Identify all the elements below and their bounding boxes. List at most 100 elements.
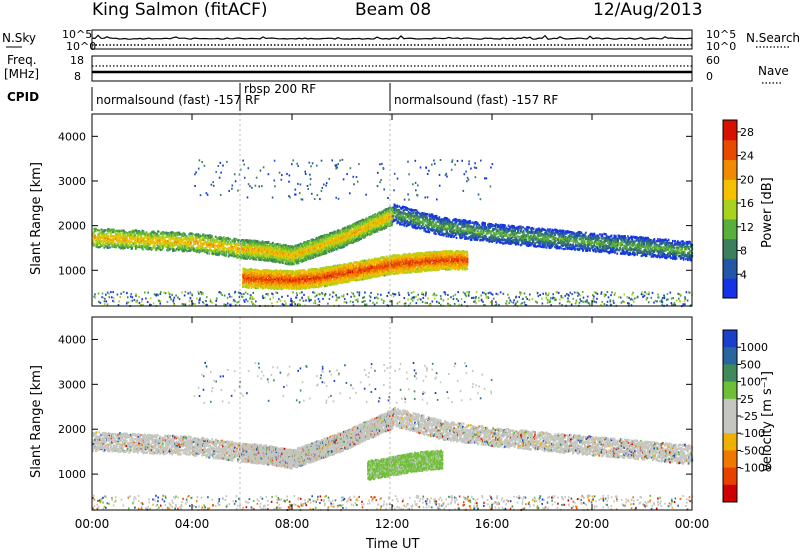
scatter-point bbox=[318, 298, 320, 300]
scatter-point bbox=[408, 292, 410, 294]
scatter-point bbox=[455, 294, 457, 296]
scatter-point bbox=[621, 302, 623, 304]
scatter-point bbox=[637, 296, 639, 298]
scatter-point bbox=[308, 240, 310, 242]
scatter-point bbox=[279, 172, 281, 174]
scatter-point bbox=[272, 197, 274, 199]
scatter-point bbox=[476, 167, 478, 169]
scatter-point bbox=[325, 185, 327, 187]
scatter-point bbox=[471, 297, 473, 299]
scatter-point bbox=[661, 301, 663, 303]
scatter-point bbox=[503, 293, 505, 295]
scatter-point bbox=[417, 299, 419, 301]
scatter-point bbox=[454, 164, 456, 166]
scatter-point bbox=[497, 293, 499, 295]
scatter-point bbox=[364, 304, 366, 306]
scatter-point bbox=[107, 292, 109, 294]
scatter-point bbox=[554, 299, 556, 301]
scatter-point bbox=[335, 164, 337, 166]
scatter-point bbox=[357, 298, 359, 300]
scatter-point bbox=[206, 252, 208, 254]
scatter-point bbox=[262, 295, 264, 297]
freq-tick-bottom: 8 bbox=[74, 70, 81, 83]
scatter-point bbox=[372, 302, 374, 304]
scatter-point bbox=[398, 292, 400, 294]
scatter-point bbox=[310, 178, 312, 180]
scatter-point bbox=[652, 292, 654, 294]
scatter-point bbox=[303, 300, 305, 302]
scatter-point bbox=[363, 301, 365, 303]
scatter-point bbox=[231, 296, 233, 298]
scatter-point bbox=[518, 296, 520, 298]
scatter-point bbox=[177, 297, 179, 299]
scatter-point bbox=[263, 166, 265, 168]
scatter-point bbox=[458, 304, 460, 306]
scatter-point bbox=[397, 178, 399, 180]
scatter-point bbox=[412, 300, 414, 302]
scatter-point bbox=[571, 293, 573, 295]
scatter-point bbox=[127, 296, 129, 298]
scatter-point bbox=[241, 293, 243, 295]
scatter-point bbox=[663, 295, 665, 297]
scatter-point bbox=[641, 293, 643, 295]
scatter-point bbox=[142, 248, 144, 250]
freq-tick-top: 18 bbox=[70, 54, 84, 67]
scatter-point bbox=[200, 194, 202, 196]
scatter-point bbox=[319, 301, 321, 303]
scatter-point bbox=[149, 304, 151, 306]
scatter-point bbox=[425, 292, 427, 294]
scatter-point bbox=[657, 296, 659, 298]
scatter-point bbox=[433, 293, 435, 295]
scatter-point bbox=[169, 293, 171, 295]
scatter-point bbox=[109, 246, 111, 248]
scatter-point bbox=[158, 300, 160, 302]
scatter-point bbox=[490, 167, 492, 169]
scatter-point bbox=[415, 160, 417, 162]
scatter-point bbox=[104, 303, 106, 305]
scatter-point bbox=[112, 291, 114, 293]
scatter-point bbox=[475, 297, 477, 299]
scatter-point bbox=[328, 178, 330, 180]
scatter-point bbox=[356, 176, 358, 178]
scatter-point bbox=[238, 292, 240, 294]
scatter-point bbox=[480, 198, 482, 200]
scatter-point bbox=[317, 194, 319, 196]
scatter-point bbox=[205, 300, 207, 302]
scatter-point bbox=[247, 293, 249, 295]
scatter-point bbox=[399, 301, 401, 303]
scatter-point bbox=[113, 297, 115, 299]
scatter-point bbox=[310, 165, 312, 167]
scatter-point bbox=[525, 296, 527, 298]
scatter-point bbox=[343, 296, 345, 298]
nave-label: Nave bbox=[758, 64, 789, 78]
scatter-point bbox=[218, 165, 220, 167]
scatter-point bbox=[484, 177, 486, 179]
scatter-point bbox=[434, 298, 436, 300]
scatter-point bbox=[399, 294, 401, 296]
scatter-point bbox=[490, 301, 492, 303]
scatter-point bbox=[244, 301, 246, 303]
scatter-point bbox=[407, 193, 409, 195]
scatter-point bbox=[614, 292, 616, 294]
scatter-point bbox=[483, 292, 485, 294]
scatter-point bbox=[216, 298, 218, 300]
scatter-point bbox=[567, 298, 569, 300]
scatter-point bbox=[268, 241, 270, 243]
scatter-point bbox=[269, 298, 271, 300]
scatter-point bbox=[155, 295, 157, 297]
scatter-point bbox=[98, 293, 100, 295]
scatter-point bbox=[475, 176, 477, 178]
scatter-point bbox=[520, 294, 522, 296]
scatter-point bbox=[357, 181, 359, 183]
scatter-point bbox=[576, 292, 578, 294]
scatter-point bbox=[117, 294, 119, 296]
scatter-point bbox=[445, 293, 447, 295]
scatter-point bbox=[197, 243, 199, 245]
scatter-point bbox=[383, 300, 385, 302]
scatter-point bbox=[604, 293, 606, 295]
scatter-point bbox=[198, 302, 200, 304]
noise-left-tick-bottom: 10^0 bbox=[66, 40, 96, 53]
scatter-point bbox=[480, 160, 482, 162]
scatter-point bbox=[352, 301, 354, 303]
